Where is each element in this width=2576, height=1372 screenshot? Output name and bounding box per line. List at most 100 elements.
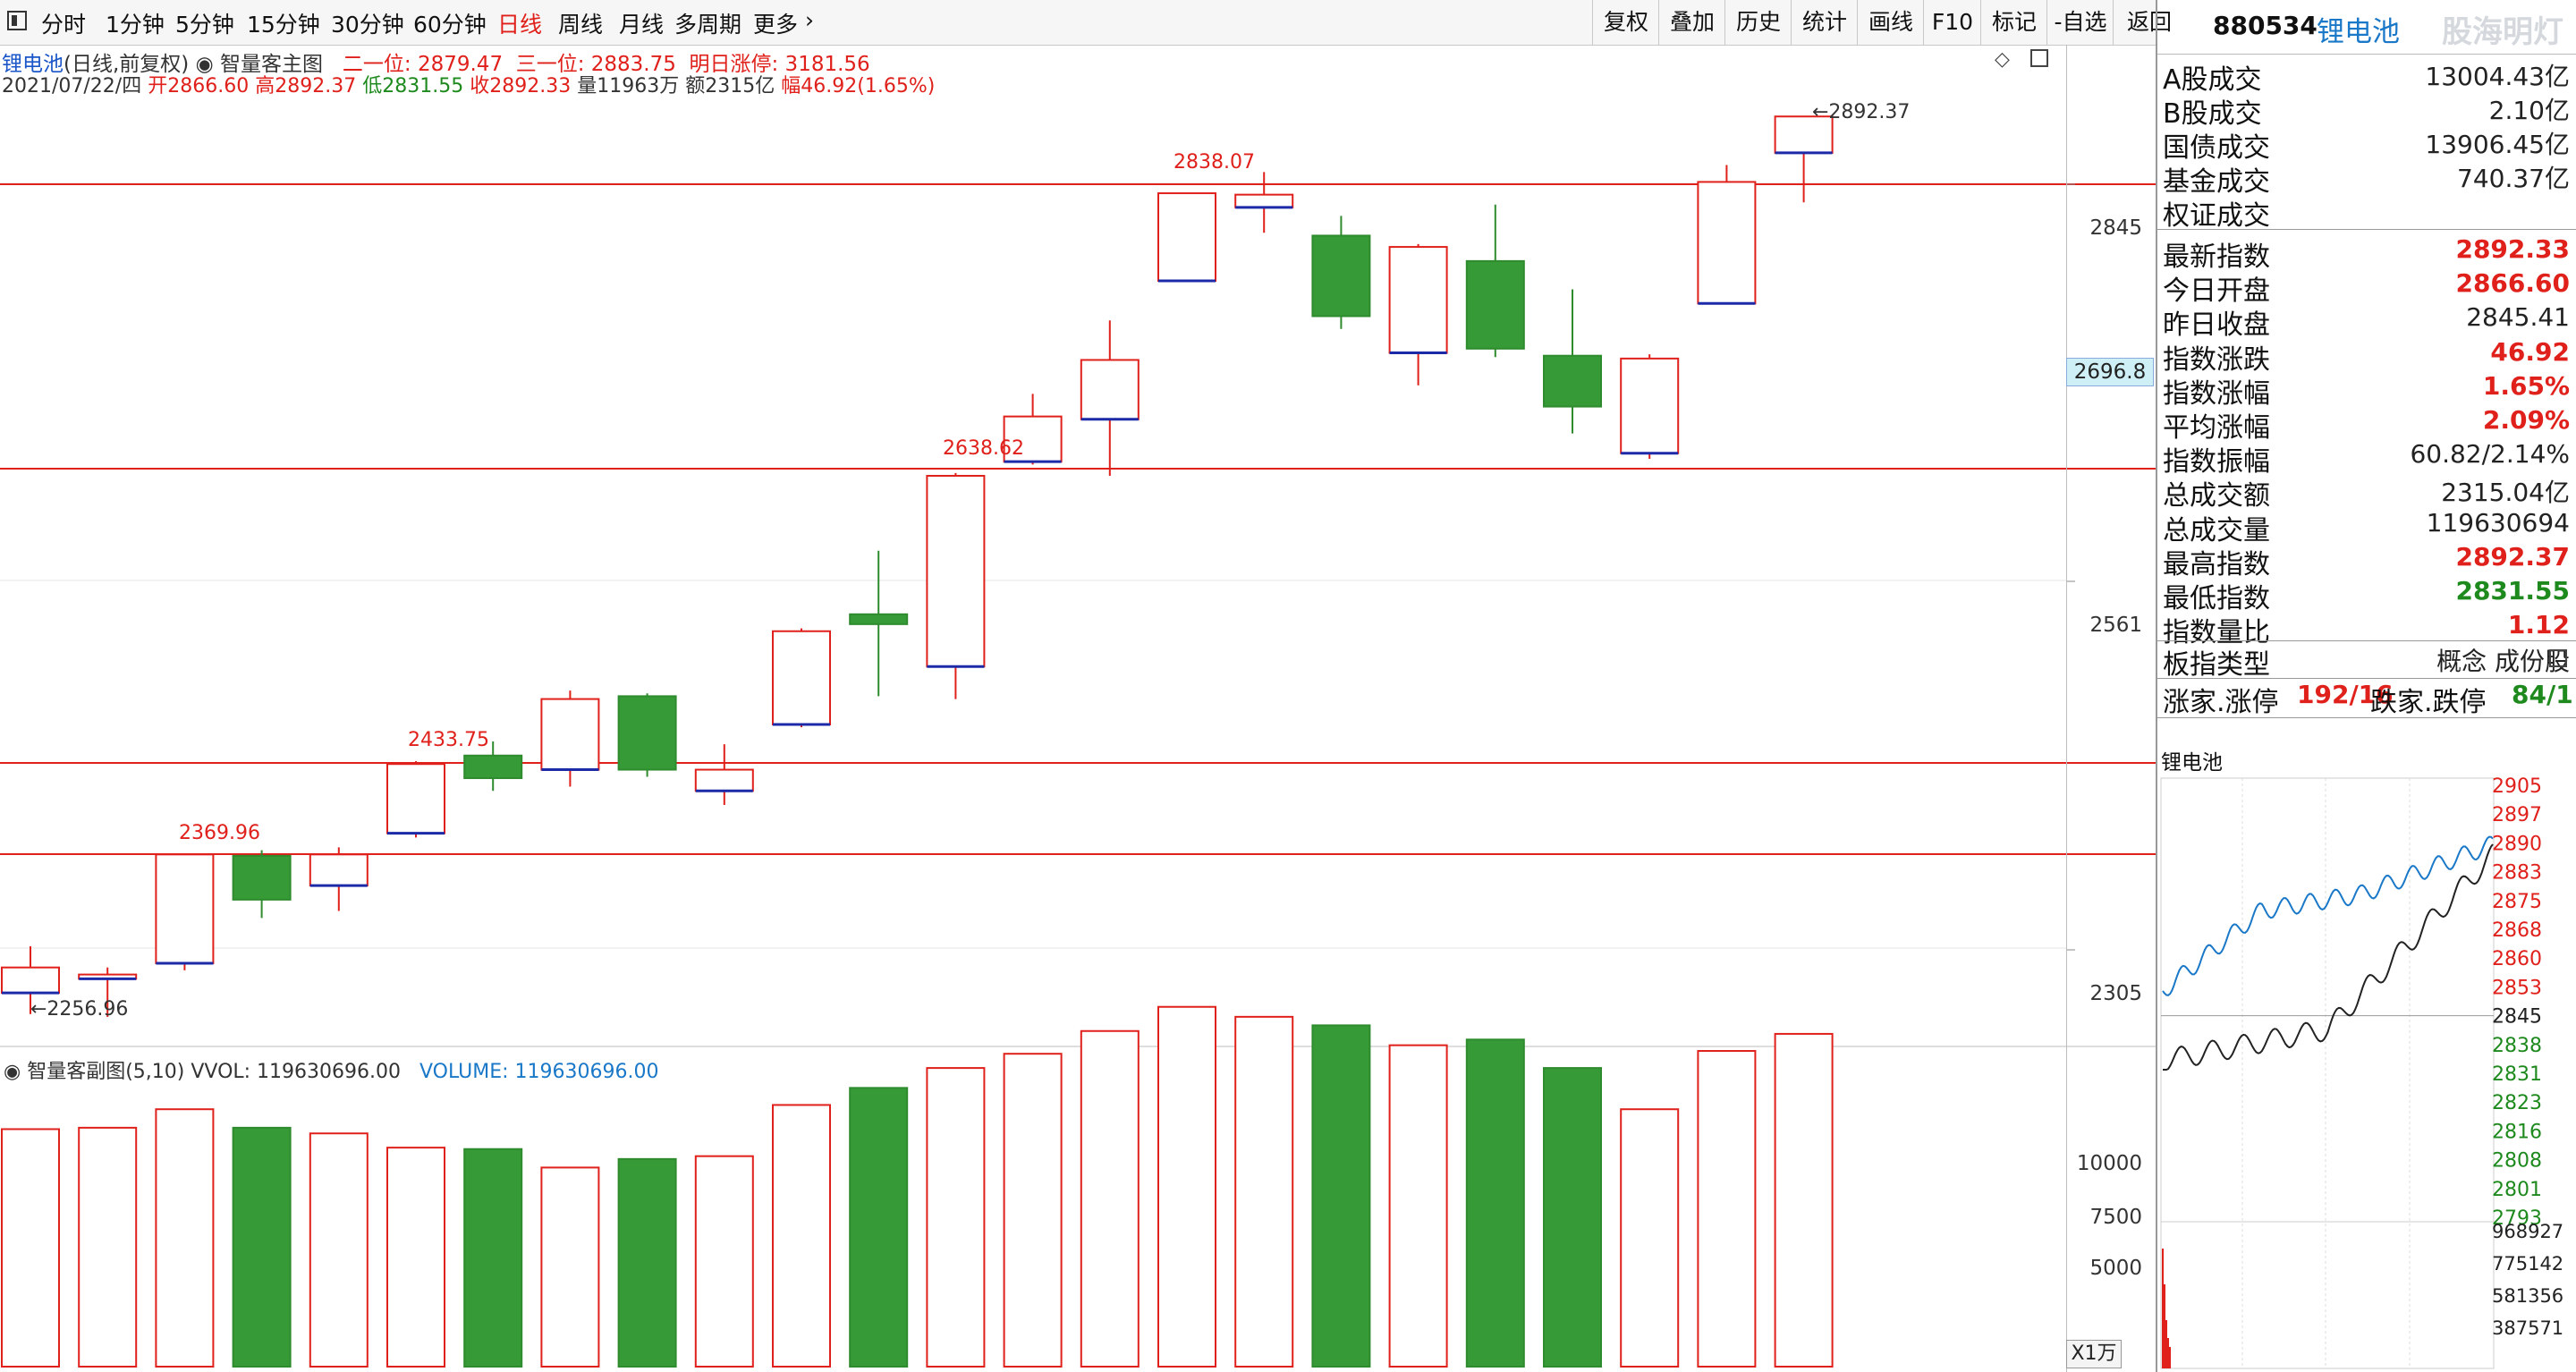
volume-bar[interactable]: [1080, 1029, 1140, 1368]
row-value: 2892.33: [2455, 234, 2570, 264]
volume-bar[interactable]: [309, 1132, 369, 1368]
volume-bar[interactable]: [386, 1147, 445, 1368]
period-tab[interactable]: 更多: [753, 12, 799, 38]
volume-bar[interactable]: [1311, 1024, 1371, 1368]
row-label: 基金成交: [2163, 166, 2270, 198]
candle[interactable]: [1388, 243, 1448, 385]
mini-average-line: [2163, 843, 2494, 1071]
volume-bar[interactable]: [617, 1157, 677, 1368]
candle[interactable]: [1620, 354, 1680, 460]
list-icon[interactable]: [2549, 649, 2567, 667]
volume-bar[interactable]: [155, 1108, 215, 1368]
candle[interactable]: [849, 550, 909, 697]
candle[interactable]: [78, 967, 138, 1017]
indicator-dropdown-icon[interactable]: ◉: [195, 53, 214, 76]
period-tab[interactable]: 多周期: [674, 12, 742, 38]
volume-bar[interactable]: [849, 1087, 909, 1368]
row-value: 1.65%: [2482, 370, 2570, 401]
toolbar-button[interactable]: 历史: [1724, 0, 1792, 45]
toolbar-button[interactable]: F10: [1923, 0, 1981, 45]
candle[interactable]: [772, 628, 831, 728]
period-tab[interactable]: 月线: [619, 12, 665, 38]
price-annotation: 2838.07: [1174, 151, 1255, 174]
candle[interactable]: [1003, 394, 1063, 465]
volume-bar[interactable]: [1543, 1067, 1602, 1368]
mini-price-line: [2162, 835, 2494, 996]
period-tab[interactable]: 15分钟: [247, 12, 320, 38]
candle[interactable]: [309, 847, 369, 911]
stat-row: 最低指数 2831.55: [2163, 576, 2570, 614]
candlestick-chart[interactable]: ←2256.96 2369.96 2433.75 2638.62 2838.07 ←289…: [0, 0, 2156, 1372]
stat-row: 最高指数 2892.37: [2163, 542, 2570, 580]
candle[interactable]: [1234, 172, 1294, 233]
toolbar-button[interactable]: 统计: [1791, 0, 1858, 45]
line3-value: 三一位: 2883.75: [515, 53, 676, 76]
candle[interactable]: [1543, 289, 1602, 434]
main-indicator-name[interactable]: 智量客主图: [219, 53, 323, 76]
window-icon[interactable]: [2030, 49, 2048, 67]
candle[interactable]: [1774, 115, 1834, 203]
toolbar-button[interactable]: 返回: [2113, 0, 2185, 45]
period-tab[interactable]: 30分钟: [331, 12, 404, 38]
volume-bar[interactable]: [772, 1104, 831, 1368]
candle[interactable]: [1697, 165, 1757, 305]
period-tab[interactable]: 分时: [41, 12, 87, 38]
volume-bar[interactable]: [1465, 1038, 1525, 1368]
volume-bar[interactable]: [463, 1148, 523, 1368]
volume-bar[interactable]: [1388, 1044, 1448, 1368]
chart-mode: (日线,前复权): [64, 53, 190, 76]
volume-bar[interactable]: [1157, 1005, 1216, 1368]
price-axis: 2845 2561 2305 10000 7500 5000: [2066, 45, 2157, 1372]
toolbar-button[interactable]: 标记: [1980, 0, 2047, 45]
volume-bar[interactable]: [1774, 1032, 1834, 1368]
period-tab[interactable]: 日线: [497, 12, 543, 38]
candle[interactable]: [386, 761, 445, 838]
mini-price-tick: 2793: [2492, 1207, 2542, 1230]
volume-bar[interactable]: [78, 1126, 138, 1368]
volume-bar[interactable]: [1620, 1108, 1680, 1368]
updown-text: 84/1: [2512, 680, 2573, 709]
candle[interactable]: [1080, 320, 1140, 476]
open-value: 2866.60: [167, 75, 250, 97]
period-tab[interactable]: 1分钟: [106, 12, 165, 38]
volume-bar[interactable]: [926, 1067, 986, 1368]
candle[interactable]: [232, 850, 292, 919]
updown-row: 涨家.涨停 192/16 跌家.跌停 84/1: [2163, 680, 2573, 718]
candle[interactable]: [155, 853, 215, 970]
candle[interactable]: [1311, 216, 1371, 329]
period-tab[interactable]: 周线: [558, 12, 604, 38]
open-label: 开: [148, 75, 168, 97]
intraday-mini-chart[interactable]: 锂电池 2905 2897 2890 2883 2875 2868 2860 2853 2845 2…: [2157, 748, 2576, 1372]
toolbar-button[interactable]: 画线: [1857, 0, 1924, 45]
candle[interactable]: [1465, 204, 1525, 358]
volume-bar[interactable]: [540, 1166, 600, 1368]
volume-bar[interactable]: [232, 1126, 292, 1368]
period-tab[interactable]: 60分钟: [413, 12, 487, 38]
candle[interactable]: [463, 741, 523, 792]
candle[interactable]: [617, 693, 677, 777]
candle[interactable]: [926, 472, 986, 699]
sub-indicator-name[interactable]: 智量客副图(5,10): [27, 1061, 185, 1083]
volume-bar[interactable]: [1003, 1053, 1063, 1368]
volume-unit-label[interactable]: X1万: [2066, 1340, 2122, 1368]
period-tab[interactable]: 5分钟: [175, 12, 234, 38]
chevron-right-icon[interactable]: ›: [805, 7, 814, 33]
volume-bar[interactable]: [1234, 1015, 1294, 1368]
volume-bar[interactable]: [694, 1155, 754, 1368]
toolbar-button[interactable]: 叠加: [1658, 0, 1725, 45]
candle[interactable]: [1, 946, 60, 1014]
menu-icon[interactable]: [7, 11, 27, 30]
index-name: 锂电池: [2, 53, 64, 76]
volume-bar[interactable]: [1, 1128, 60, 1368]
sub-chart-header: ◉ 智量客副图(5,10) VVOL: 119630696.00 VOLUME:…: [4, 1055, 659, 1084]
mini-price-tick: 2860: [2492, 948, 2542, 970]
volume-bar[interactable]: [1697, 1050, 1757, 1368]
toolbar-button[interactable]: -自选: [2046, 0, 2114, 45]
sub-indicator-icon[interactable]: ◉: [4, 1061, 21, 1083]
candle[interactable]: [694, 744, 754, 806]
candle[interactable]: [540, 690, 600, 787]
candle[interactable]: [1157, 192, 1216, 283]
stat-row: 总成交量 119630694: [2163, 508, 2570, 546]
diamond-icon[interactable]: ◇: [1995, 48, 2010, 71]
toolbar-button[interactable]: 复权: [1592, 0, 1659, 45]
